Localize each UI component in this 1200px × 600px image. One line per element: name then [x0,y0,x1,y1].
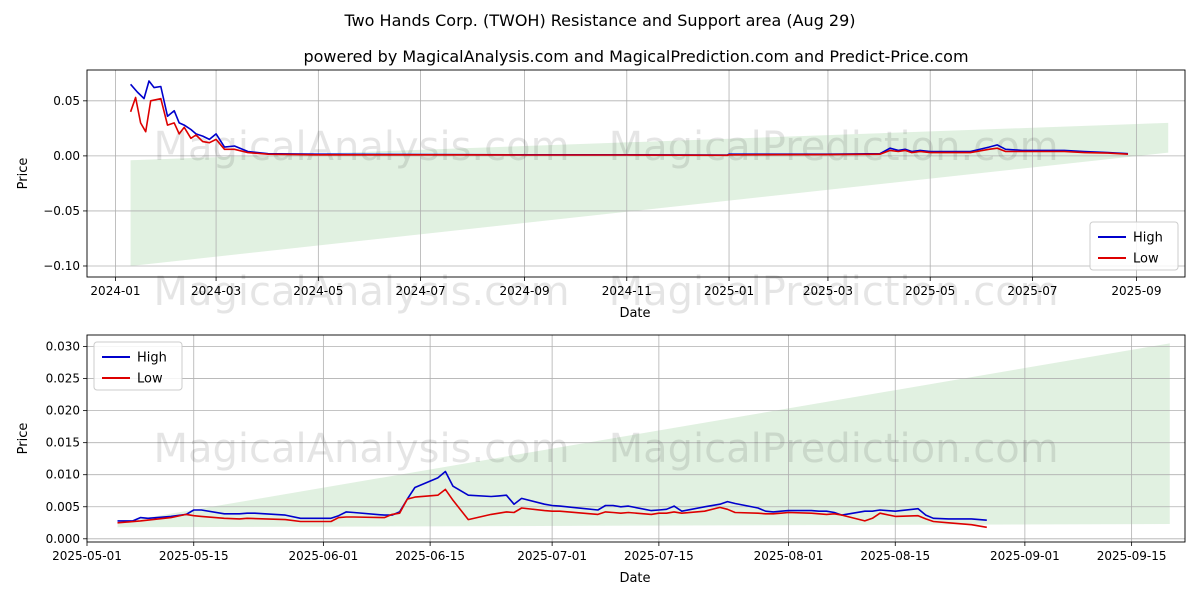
top-chart: 2024-01 2024-03 2024-05 2024-07 2024-09 2024-… [16,69,1186,321]
x-tick-label: 2025-08-15 [860,549,930,563]
x-tick-label: 2025-07-01 [517,549,587,563]
watermark-text: MagicalPrediction.com [609,269,1059,315]
x-tick-label: 2024-05 [293,284,343,298]
y-axis-label: Price [16,423,31,455]
watermark-text: MagicalPrediction.com [609,124,1059,170]
legend-label-low: Low [1133,252,1159,267]
x-tick-label: 2025-08-01 [754,549,824,563]
x-tick-label: 2025-05-01 [52,549,122,563]
plot-frame [86,334,1186,543]
watermark-text: MagicalAnalysis.com [153,426,569,472]
x-axis-label: Date [619,306,650,321]
x-tick-label: 2025-07 [1007,284,1057,298]
bottom-chart: 2025-05-01 2025-05-15 2025-06-01 2025-06-15… [16,334,1186,586]
x-tick-label: 2025-01 [704,284,754,298]
y-tick-label: 0.010 [46,468,80,482]
y-tick-label: 0.005 [46,500,80,514]
y-tick-label: 0.015 [46,436,80,450]
y-tick-label: 0.05 [53,94,80,108]
y-tick-label: −0.05 [43,204,80,218]
series-line-high [117,470,987,522]
y-tick-label: −0.10 [43,259,80,273]
x-tick-label: 2025-09-01 [990,549,1060,563]
plot-frame [86,69,1186,278]
x-tick-label: 2025-03 [803,284,853,298]
x-tick-label: 2025-05-15 [159,549,229,563]
y-tick-label: 0.00 [53,149,80,163]
legend-label-high: High [137,351,167,366]
watermark-text: MagicalPrediction.com [609,426,1059,472]
x-tick-label: 2025-09 [1111,284,1161,298]
watermark-text: MagicalAnalysis.com [153,124,569,170]
y-tick-label: 0.025 [46,372,80,386]
x-tick-label: 2024-11 [602,284,652,298]
x-tick-label: 2025-06-15 [395,549,465,563]
legend: High Low [1089,221,1179,271]
legend-label-low: Low [137,372,163,387]
y-tick-label: 0.020 [46,404,80,418]
y-axis-label: Price [16,158,31,190]
support-resistance-band [130,122,1169,266]
series-line-low [129,96,1129,157]
chart-title: Two Hands Corp. (TWOH) Resistance and Su… [343,11,855,30]
x-tick-label: 2025-07-15 [624,549,694,563]
x-tick-label: 2025-05 [905,284,955,298]
support-resistance-band [117,343,1170,528]
y-tick-label: 0.030 [46,340,80,354]
grid [86,335,1185,542]
legend: High Low [93,341,183,391]
grid [87,70,1185,277]
x-tick-label: 2024-03 [191,284,241,298]
x-tick-label: 2025-06-01 [289,549,359,563]
y-tick-label: 0.000 [46,532,80,546]
x-tick-label: 2024-01 [90,284,140,298]
watermark-text: MagicalAnalysis.com [153,269,569,315]
series-line-low [117,488,987,529]
x-tick-label: 2024-09 [499,284,549,298]
x-tick-label: 2024-07 [396,284,446,298]
chart-subtitle: powered by MagicalAnalysis.com and Magic… [303,47,968,66]
legend-label-high: High [1133,231,1163,246]
x-axis-label: Date [619,571,650,586]
x-tick-label: 2025-09-15 [1097,549,1167,563]
